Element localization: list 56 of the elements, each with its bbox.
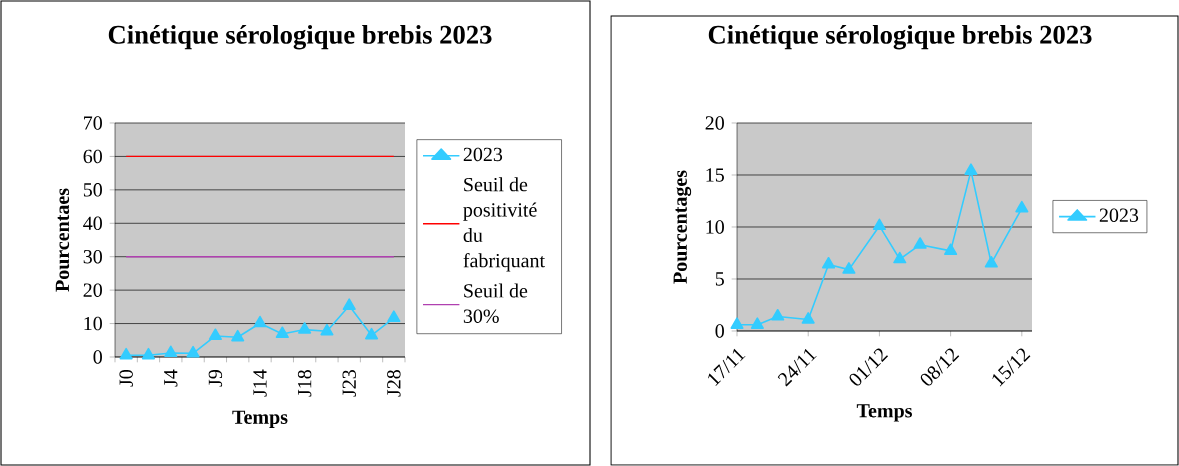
point	[801, 312, 815, 324]
point	[893, 251, 907, 264]
x-tick-label: J9	[208, 370, 223, 387]
point	[186, 345, 200, 358]
point	[984, 255, 998, 268]
legend-label: 2023	[1099, 208, 1139, 222]
y-tick-label: 50	[83, 183, 102, 197]
point	[275, 326, 289, 339]
x-axis-title: Temps	[856, 404, 912, 422]
y-tick-label: 20	[705, 116, 724, 130]
y-axis-title: Pourcentaes	[55, 188, 70, 292]
point	[119, 347, 133, 360]
y-tick-label: 70	[84, 116, 102, 130]
x-tick-label: J4	[164, 369, 178, 387]
point	[208, 328, 222, 341]
legend-label: 2023	[463, 147, 503, 162]
point	[771, 308, 785, 321]
x-axis-title: Temps	[232, 410, 288, 428]
y-tick-label: 10	[84, 316, 102, 331]
y-tick-label: 60	[83, 149, 102, 164]
x-tick-label: J18	[297, 370, 312, 397]
point	[964, 163, 978, 175]
point	[320, 323, 334, 336]
point	[872, 218, 886, 231]
x-tick-label: J0	[119, 370, 133, 387]
y-tick-label: 30	[83, 249, 102, 264]
chart-title: Cinétique sérologique brebis 2023	[708, 24, 1092, 50]
y-tick-label: 0	[93, 350, 102, 364]
y-tick-label: 20	[83, 283, 102, 297]
legend-label: Seuil de 30%	[463, 283, 528, 323]
point	[231, 329, 245, 342]
point	[141, 347, 156, 360]
point	[298, 322, 312, 334]
y-tick-label: 5	[715, 272, 724, 286]
point	[1015, 200, 1029, 213]
chart-title: Cinétique sérologique brebis 2023	[108, 24, 492, 50]
y-tick-label: 15	[706, 168, 724, 182]
x-tick-label: J14	[253, 369, 267, 397]
point	[730, 317, 744, 329]
point	[944, 243, 958, 256]
point	[342, 298, 356, 310]
x-tick-label: J23	[342, 370, 356, 397]
point	[750, 317, 764, 329]
point	[164, 345, 178, 358]
y-tick-label: 40	[83, 216, 102, 231]
point	[253, 315, 267, 328]
point	[913, 237, 927, 249]
point	[821, 256, 836, 269]
point	[842, 262, 856, 274]
y-tick-label: 0	[715, 324, 724, 338]
x-tick-label: J28	[387, 370, 401, 397]
y-tick-label: 10	[706, 220, 724, 234]
point	[387, 310, 401, 323]
legend-label: Seuil de positivité du fabriquant	[463, 177, 545, 272]
y-axis-title: Pourcentages	[673, 170, 692, 284]
point	[364, 327, 379, 340]
